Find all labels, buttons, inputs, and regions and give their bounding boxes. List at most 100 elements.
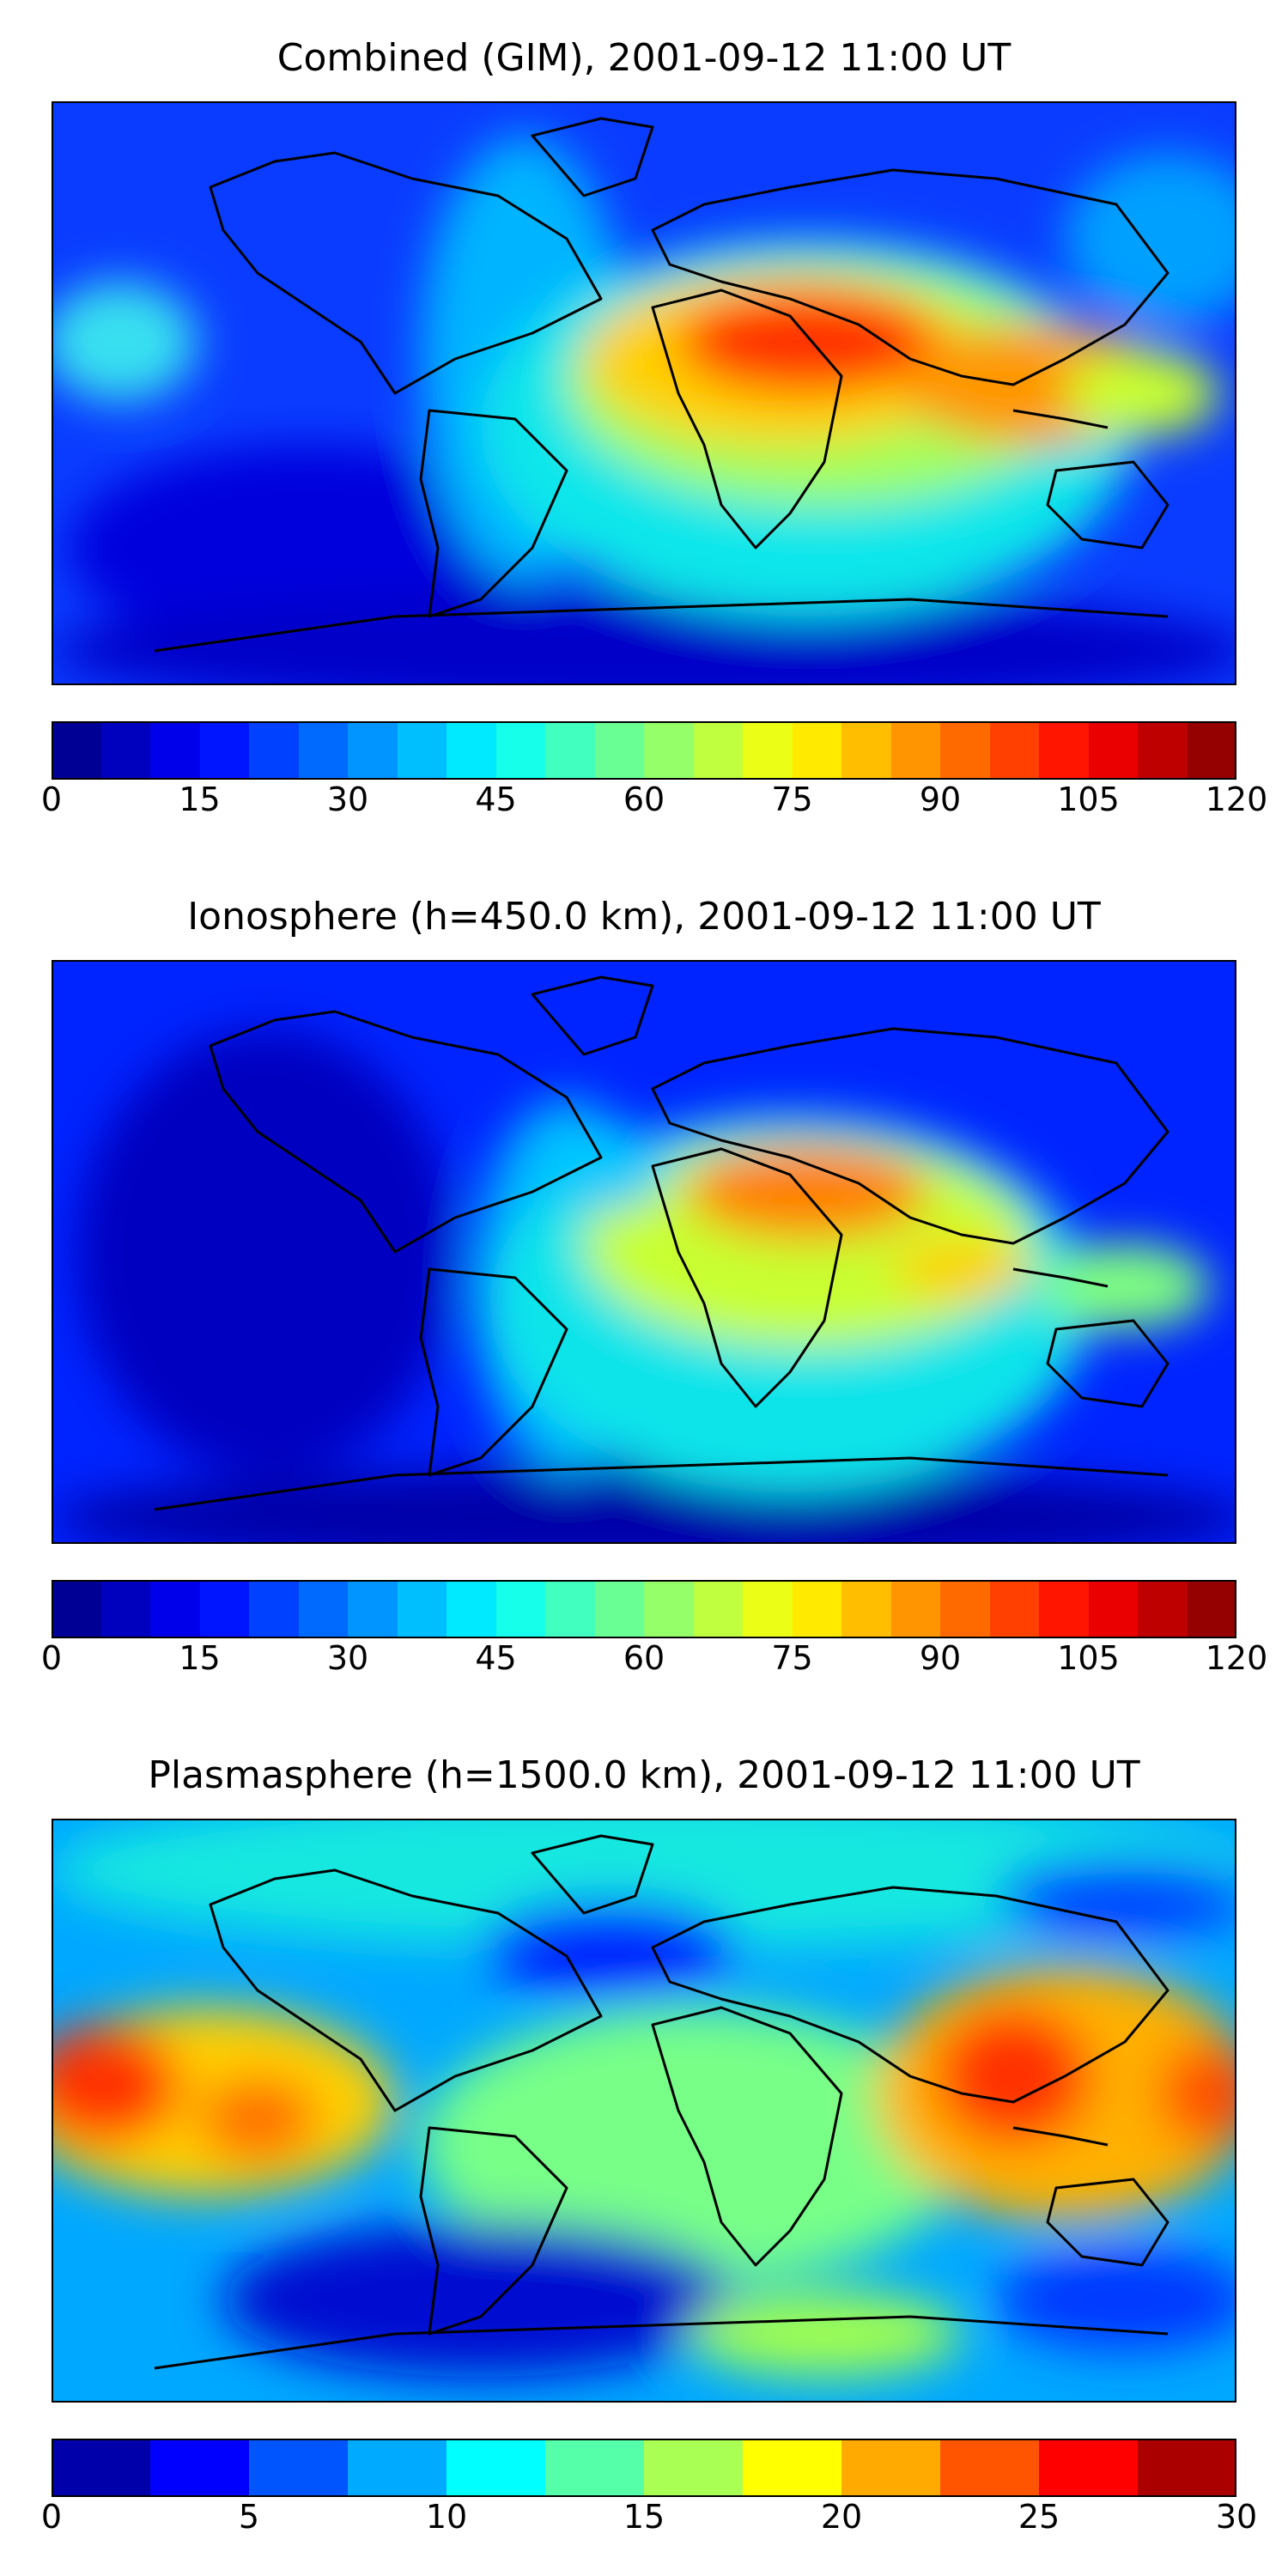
colorbar-level bbox=[249, 2439, 349, 2497]
colorbar-level bbox=[990, 1580, 1040, 1638]
colorbar-tick-label: 90 bbox=[919, 781, 962, 818]
colorbar-level bbox=[348, 1580, 398, 1638]
panel-ionosphere: Ionosphere (h=450.0 km), 2001-09-12 11:0… bbox=[0, 859, 1288, 1717]
colorbar-level bbox=[200, 721, 250, 780]
colorbar-level bbox=[595, 1580, 645, 1638]
colorbar-tick-label: 30 bbox=[326, 1639, 369, 1677]
colorbar-tick-label: 120 bbox=[1205, 1639, 1268, 1677]
colorbar-level bbox=[1138, 1580, 1188, 1638]
colorbar-tick-label: 75 bbox=[771, 781, 813, 818]
colorbar bbox=[52, 1580, 1236, 1638]
colorbar-level bbox=[348, 2439, 447, 2497]
colorbar-level bbox=[644, 2439, 744, 2497]
map-ionosphere bbox=[52, 960, 1236, 1544]
colorbar-level bbox=[1089, 1580, 1139, 1638]
colorbar-level bbox=[496, 721, 546, 780]
colorbar-tick-label: 30 bbox=[326, 781, 369, 818]
colorbar-level bbox=[841, 2439, 941, 2497]
colorbar bbox=[52, 721, 1236, 780]
colorbar-level bbox=[150, 721, 201, 780]
colorbar-level bbox=[1138, 2439, 1236, 2497]
colorbar-tick-label: 90 bbox=[919, 1639, 962, 1677]
panel-title: Plasmasphere (h=1500.0 km), 2001-09-12 1… bbox=[148, 1753, 1140, 1797]
colorbar-level bbox=[52, 1580, 102, 1638]
colorbar-level bbox=[101, 1580, 151, 1638]
map-plasmasphere bbox=[52, 1819, 1236, 2403]
colorbar-level bbox=[398, 721, 447, 780]
colorbar-tick-label: 5 bbox=[238, 2498, 260, 2536]
colorbar-level bbox=[841, 721, 892, 780]
colorbar-tick-label: 105 bbox=[1057, 781, 1120, 818]
colorbar-level bbox=[200, 1580, 250, 1638]
colorbar-tick-label: 0 bbox=[40, 1639, 63, 1677]
colorbar-tick-label: 10 bbox=[425, 2498, 468, 2536]
colorbar bbox=[52, 2439, 1236, 2497]
colorbar-level bbox=[398, 1580, 447, 1638]
colorbar-tick-label: 15 bbox=[179, 781, 221, 818]
colorbar-level bbox=[891, 721, 941, 780]
colorbar-level bbox=[447, 1580, 497, 1638]
colorbar-tick-labels: 0 15 30 45 60 75 90 105 120 bbox=[41, 780, 1267, 823]
colorbar-level bbox=[299, 721, 349, 780]
panel-title: Ionosphere (h=450.0 km), 2001-09-12 11:0… bbox=[187, 895, 1101, 939]
coastlines bbox=[154, 117, 1170, 653]
colorbar-level bbox=[793, 1580, 842, 1638]
colorbar-level bbox=[52, 721, 102, 780]
colorbar-level bbox=[496, 1580, 546, 1638]
colorbar-tick-label: 45 bbox=[475, 1639, 517, 1677]
colorbar-tick-label: 45 bbox=[475, 781, 517, 818]
coastlines bbox=[154, 1834, 1170, 2370]
colorbar-tick-label: 0 bbox=[40, 2498, 63, 2536]
colorbar-level bbox=[249, 721, 300, 780]
colorbar-tick-labels: 0 5 10 15 20 25 30 bbox=[41, 2497, 1257, 2540]
colorbar-level bbox=[694, 721, 744, 780]
colorbar-level bbox=[1089, 721, 1139, 780]
map-frame bbox=[52, 960, 1236, 1544]
colorbar-level bbox=[348, 721, 398, 780]
colorbar-tick-label: 60 bbox=[623, 781, 665, 818]
colorbar-level bbox=[743, 1580, 793, 1638]
colorbar-level bbox=[545, 721, 596, 780]
colorbar-level bbox=[545, 2439, 645, 2497]
colorbar-level bbox=[447, 2439, 546, 2497]
colorbar-level bbox=[1188, 1580, 1236, 1638]
colorbar-level bbox=[249, 1580, 300, 1638]
colorbar-level bbox=[940, 1580, 991, 1638]
colorbar-level bbox=[1039, 721, 1090, 780]
colorbar-tick-label: 0 bbox=[40, 781, 63, 818]
colorbar-level bbox=[299, 1580, 349, 1638]
panel-title: Combined (GIM), 2001-09-12 11:00 UT bbox=[276, 36, 1012, 80]
colorbar-level bbox=[447, 721, 497, 780]
colorbar-level bbox=[545, 1580, 596, 1638]
colorbar-tick-label: 60 bbox=[623, 1639, 665, 1677]
colorbar-tick-label: 120 bbox=[1205, 781, 1268, 818]
colorbar-level bbox=[990, 721, 1040, 780]
colorbar-level bbox=[595, 721, 645, 780]
colorbar-tick-label: 15 bbox=[623, 2498, 665, 2536]
map-frame bbox=[52, 101, 1236, 685]
colorbar-level bbox=[743, 721, 793, 780]
panel-combined-gim: Combined (GIM), 2001-09-12 11:00 UT bbox=[0, 0, 1288, 859]
colorbar-tick-label: 75 bbox=[771, 1639, 813, 1677]
colorbar-level bbox=[1039, 2439, 1139, 2497]
colorbar-tick-label: 20 bbox=[820, 2498, 863, 2536]
colorbar-level bbox=[940, 721, 991, 780]
map-combined-gim bbox=[52, 101, 1236, 685]
colorbar-level bbox=[644, 721, 695, 780]
colorbar-tick-label: 30 bbox=[1215, 2498, 1258, 2536]
colorbar-level bbox=[150, 1580, 201, 1638]
colorbar-level bbox=[1188, 721, 1236, 780]
colorbar-level bbox=[940, 2439, 1040, 2497]
colorbar-level bbox=[1138, 721, 1188, 780]
colorbar-tick-labels: 0 15 30 45 60 75 90 105 120 bbox=[41, 1638, 1267, 1681]
colorbar-level bbox=[841, 1580, 892, 1638]
colorbar-level bbox=[644, 1580, 695, 1638]
colorbar-level bbox=[743, 2439, 842, 2497]
colorbar-level bbox=[694, 1580, 744, 1638]
colorbar-level bbox=[52, 2439, 151, 2497]
colorbar-level bbox=[1039, 1580, 1090, 1638]
colorbar-tick-label: 105 bbox=[1057, 1639, 1120, 1677]
colorbar-tick-label: 15 bbox=[179, 1639, 221, 1677]
coastlines bbox=[154, 975, 1170, 1511]
map-frame bbox=[52, 1819, 1236, 2403]
